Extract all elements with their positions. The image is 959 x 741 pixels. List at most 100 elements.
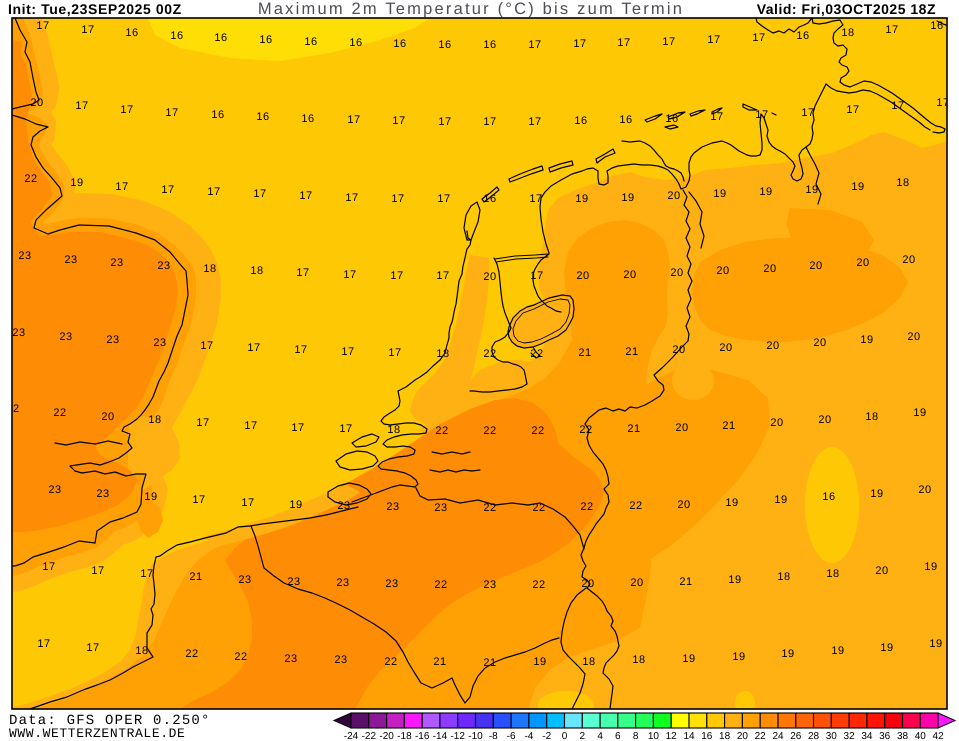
svg-text:18: 18 [865, 411, 878, 423]
svg-text:17: 17 [294, 344, 307, 356]
svg-text:16: 16 [304, 36, 317, 48]
svg-text:20: 20 [719, 342, 732, 354]
svg-text:16: 16 [483, 39, 496, 51]
svg-text:23: 23 [334, 654, 347, 666]
svg-text:22: 22 [6, 403, 19, 415]
svg-text:28: 28 [808, 731, 820, 741]
svg-text:23: 23 [18, 250, 31, 262]
svg-text:19: 19 [682, 653, 695, 665]
svg-text:21: 21 [433, 656, 446, 668]
svg-text:22: 22 [483, 348, 496, 360]
svg-text:19: 19 [805, 184, 818, 196]
svg-text:40: 40 [915, 731, 927, 741]
svg-text:22: 22 [384, 656, 397, 668]
svg-text:22: 22 [531, 425, 544, 437]
svg-text:17: 17 [528, 39, 541, 51]
svg-text:17: 17 [436, 270, 449, 282]
svg-text:17: 17 [339, 423, 352, 435]
svg-text:20: 20 [576, 270, 589, 282]
svg-text:22: 22 [629, 500, 642, 512]
svg-text:20: 20 [101, 411, 114, 423]
svg-text:17: 17 [343, 269, 356, 281]
svg-text:19: 19 [774, 494, 787, 506]
svg-text:22: 22 [483, 502, 496, 514]
svg-text:23: 23 [153, 337, 166, 349]
svg-text:38: 38 [897, 731, 909, 741]
svg-text:23: 23 [48, 484, 61, 496]
svg-text:22: 22 [483, 425, 496, 437]
svg-text:16: 16 [125, 27, 138, 39]
svg-text:20: 20 [907, 331, 920, 343]
svg-text:2: 2 [580, 731, 586, 741]
svg-text:16: 16 [619, 114, 632, 126]
svg-text:24: 24 [772, 731, 784, 741]
svg-text:16: 16 [665, 113, 678, 125]
svg-text:19: 19 [144, 491, 157, 503]
svg-text:17: 17 [752, 32, 765, 44]
svg-text:17: 17 [296, 267, 309, 279]
svg-text:18: 18 [148, 414, 161, 426]
svg-text:16: 16 [349, 37, 362, 49]
svg-text:19: 19 [913, 407, 926, 419]
svg-text:18: 18 [826, 568, 839, 580]
svg-text:18: 18 [135, 645, 148, 657]
svg-text:36: 36 [879, 731, 891, 741]
svg-text:19: 19 [70, 177, 83, 189]
svg-text:23: 23 [64, 254, 77, 266]
svg-text:17: 17 [192, 494, 205, 506]
svg-text:18: 18 [841, 27, 854, 39]
svg-text:17: 17 [253, 188, 266, 200]
svg-text:23: 23 [287, 576, 300, 588]
svg-text:20: 20 [30, 97, 43, 109]
svg-text:17: 17 [86, 642, 99, 654]
svg-text:16: 16 [211, 109, 224, 121]
svg-text:20: 20 [813, 337, 826, 349]
svg-text:21: 21 [722, 420, 735, 432]
svg-text:4: 4 [597, 731, 603, 741]
svg-text:Maximum 2m Temperatur (°C) bis: Maximum 2m Temperatur (°C) bis zum Termi… [258, 0, 684, 18]
svg-text:30: 30 [826, 731, 838, 741]
svg-text:17: 17 [617, 37, 630, 49]
svg-text:19: 19 [728, 574, 741, 586]
svg-text:-18: -18 [397, 731, 412, 741]
svg-text:17: 17 [846, 104, 859, 116]
svg-text:16: 16 [170, 30, 183, 42]
svg-text:20: 20 [581, 578, 594, 590]
svg-text:17: 17 [885, 24, 898, 36]
svg-text:17: 17 [483, 116, 496, 128]
svg-text:17: 17 [390, 270, 403, 282]
svg-text:20: 20 [856, 257, 869, 269]
svg-text:34: 34 [861, 731, 873, 741]
svg-text:18: 18 [777, 571, 790, 583]
svg-text:17: 17 [115, 181, 128, 193]
svg-text:22: 22 [435, 425, 448, 437]
svg-text:17: 17 [573, 38, 586, 50]
svg-text:WWW.WETTERZENTRALE.DE: WWW.WETTERZENTRALE.DE [9, 726, 185, 741]
svg-text:18: 18 [436, 348, 449, 360]
svg-text:12: 12 [666, 731, 678, 741]
svg-text:23: 23 [96, 488, 109, 500]
svg-text:20: 20 [902, 254, 915, 266]
svg-text:17: 17 [388, 347, 401, 359]
svg-text:17: 17 [707, 34, 720, 46]
svg-text:22: 22 [532, 579, 545, 591]
svg-text:20: 20 [809, 260, 822, 272]
svg-text:22: 22 [579, 424, 592, 436]
svg-text:23: 23 [59, 331, 72, 343]
svg-text:17: 17 [291, 422, 304, 434]
svg-text:20: 20 [875, 565, 888, 577]
svg-text:19: 19 [924, 561, 937, 573]
svg-text:20: 20 [670, 267, 683, 279]
svg-text:23: 23 [238, 574, 251, 586]
svg-text:-12: -12 [450, 731, 465, 741]
svg-text:19: 19 [533, 656, 546, 668]
svg-text:20: 20 [763, 263, 776, 275]
svg-text:17: 17 [528, 116, 541, 128]
svg-text:17: 17 [247, 342, 260, 354]
svg-text:19: 19 [831, 645, 844, 657]
svg-text:-10: -10 [468, 731, 483, 741]
svg-text:Init: Tue,23SEP2025 00Z: Init: Tue,23SEP2025 00Z [8, 1, 182, 17]
svg-text:17: 17 [36, 20, 49, 32]
svg-text:16: 16 [483, 193, 496, 205]
svg-text:21: 21 [483, 657, 496, 669]
